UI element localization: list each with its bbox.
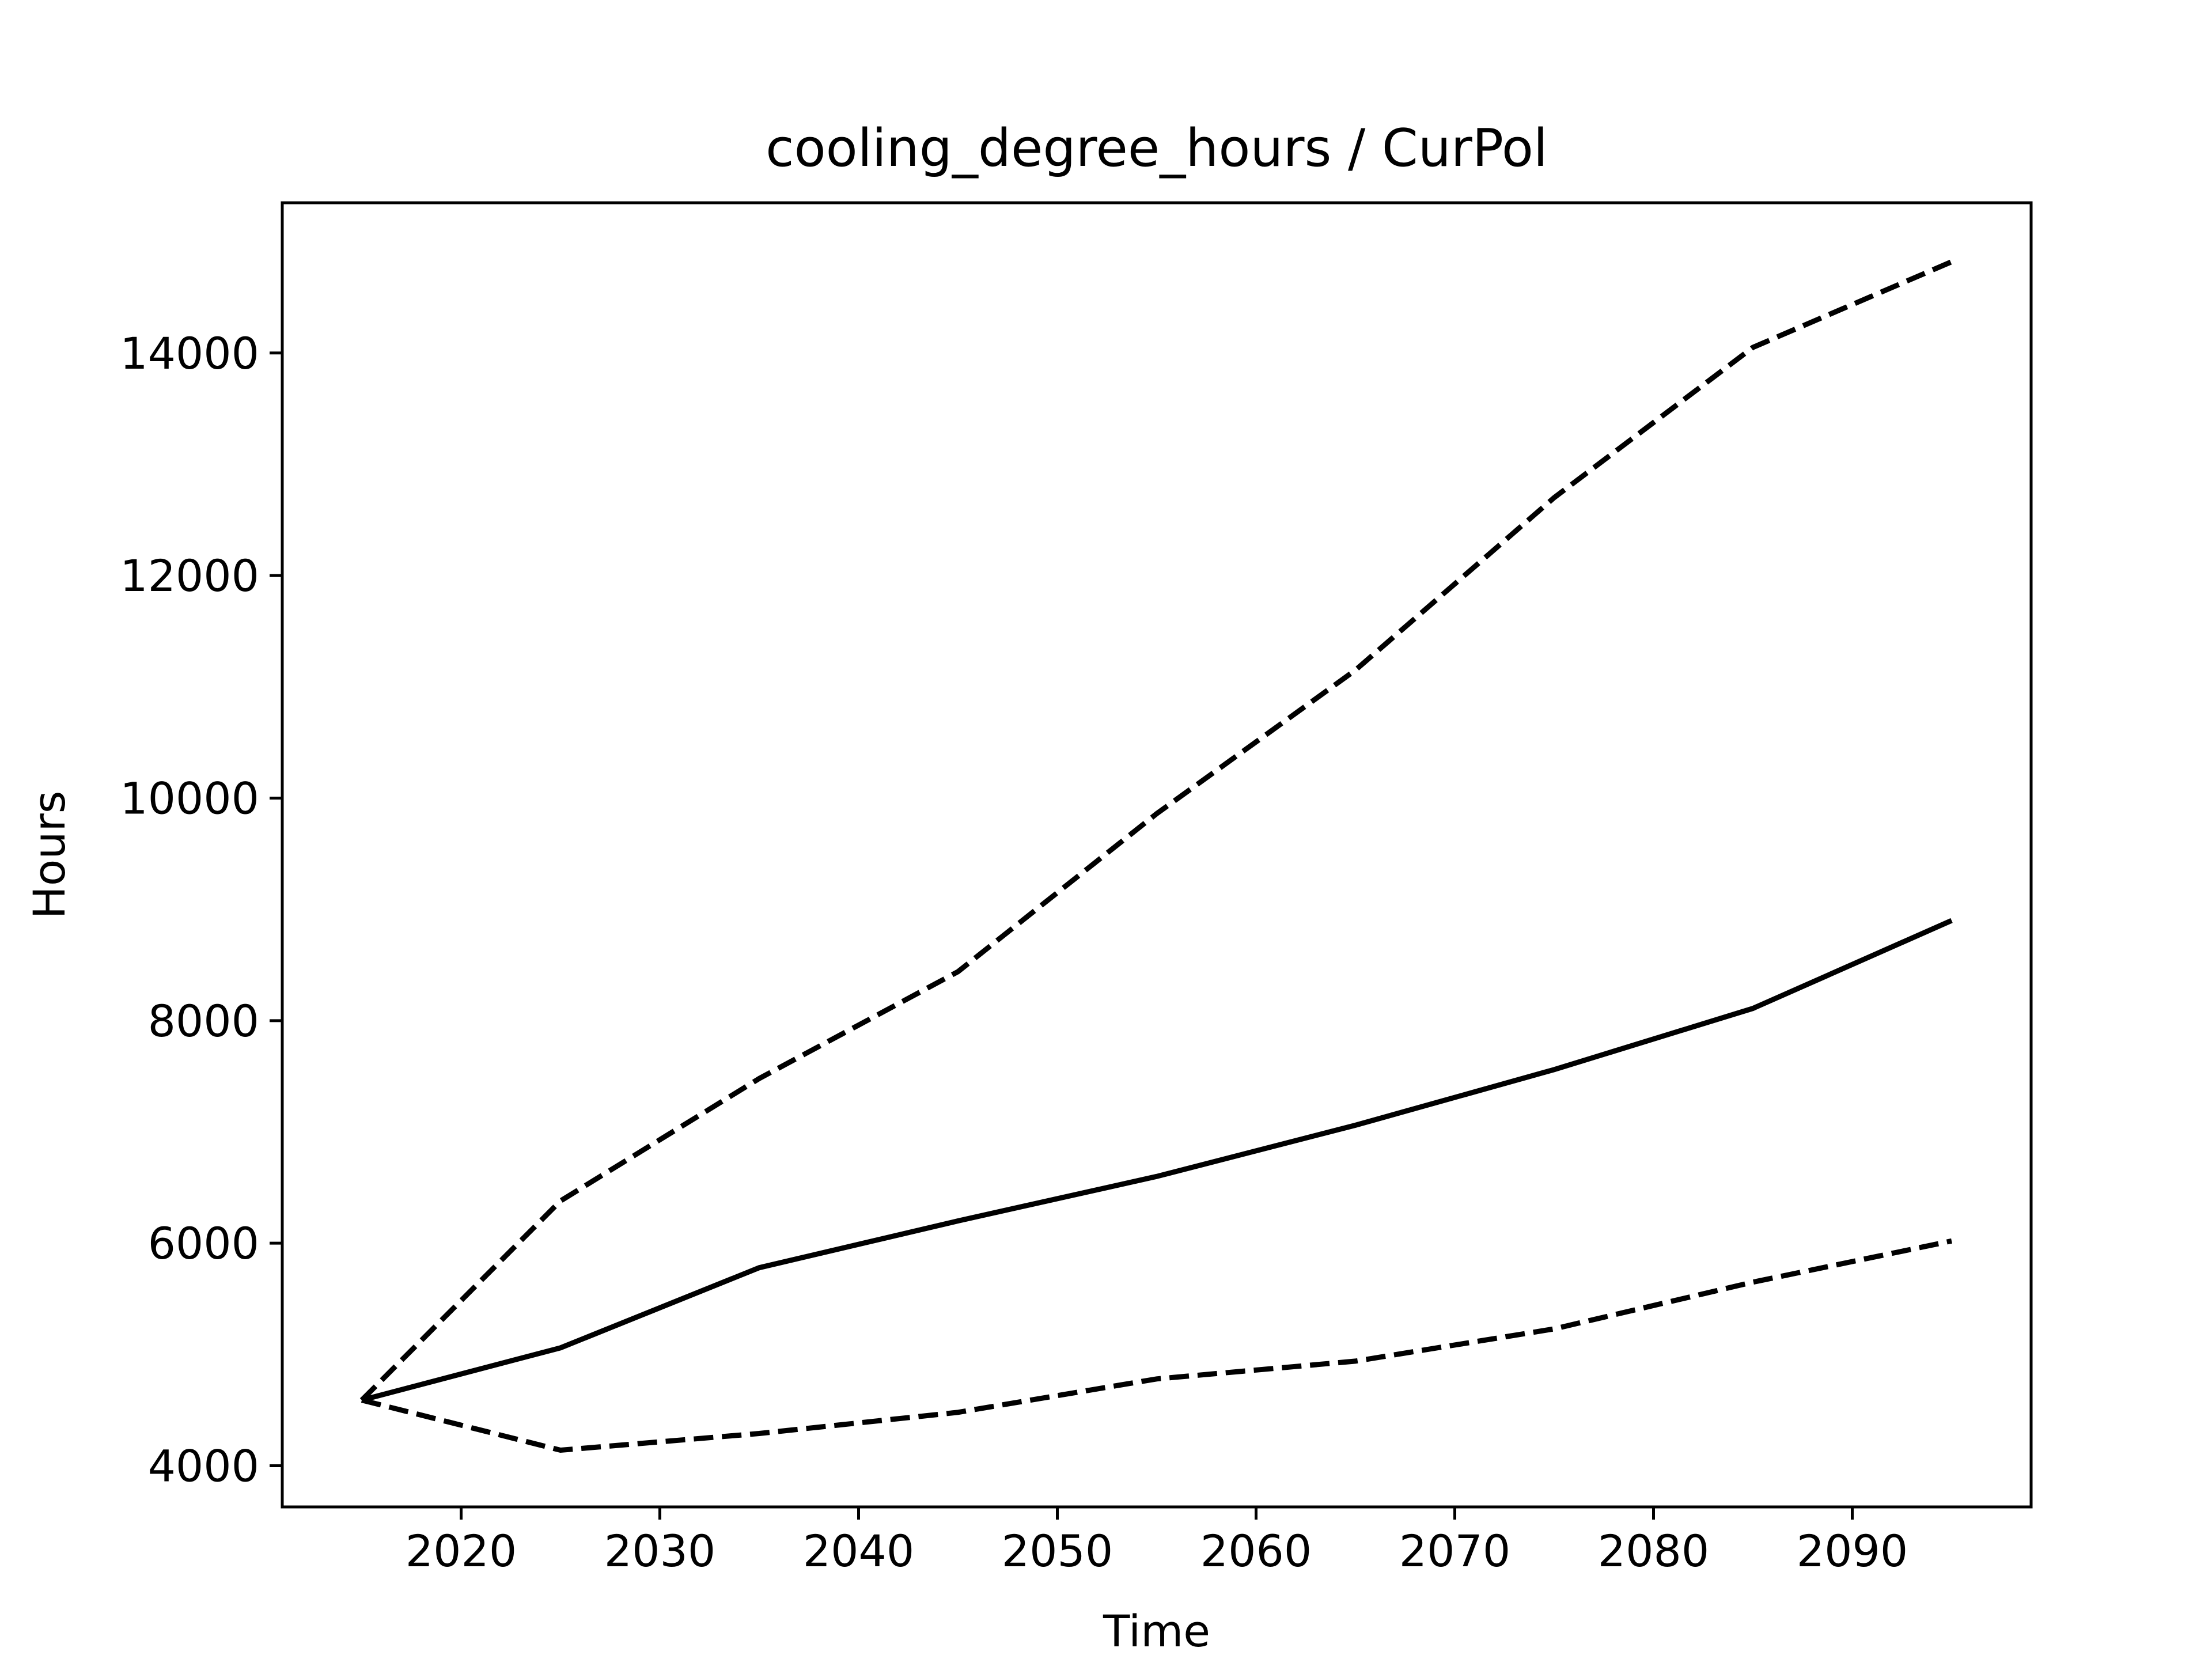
x-tick-label: 2090 <box>1797 1525 1908 1577</box>
x-tick-label: 2040 <box>803 1525 914 1577</box>
y-tick-label: 8000 <box>148 995 259 1047</box>
series-line-2 <box>359 259 1953 1402</box>
y-axis-label: Hours <box>24 791 75 919</box>
y-tick-label: 6000 <box>148 1218 259 1269</box>
x-tick-label: 2020 <box>406 1525 517 1577</box>
y-tick-label: 12000 <box>120 550 259 601</box>
series-layer <box>359 259 1953 1453</box>
x-tick-label: 2070 <box>1399 1525 1510 1577</box>
x-axis-label: Time <box>1103 1605 1210 1657</box>
plot-frame <box>281 201 2033 1509</box>
chart-title: cooling_degree_hours / CurPol <box>766 118 1548 179</box>
series-line-1 <box>361 918 1953 1403</box>
x-tick-label: 2030 <box>604 1525 715 1577</box>
y-tick-label: 14000 <box>120 328 259 379</box>
x-axis-ticks: 2020 2030 2040 2050 2060 2070 2080 2090 <box>406 1507 1908 1577</box>
y-axis-ticks: 4000 6000 8000 10000 12000 14000 <box>120 328 282 1492</box>
y-tick-label: 4000 <box>148 1441 259 1492</box>
y-tick-label: 10000 <box>120 772 259 824</box>
series-line-3 <box>361 1238 1952 1453</box>
x-tick-label: 2050 <box>1002 1525 1113 1577</box>
x-tick-label: 2080 <box>1598 1525 1709 1577</box>
x-tick-label: 2060 <box>1200 1525 1312 1577</box>
